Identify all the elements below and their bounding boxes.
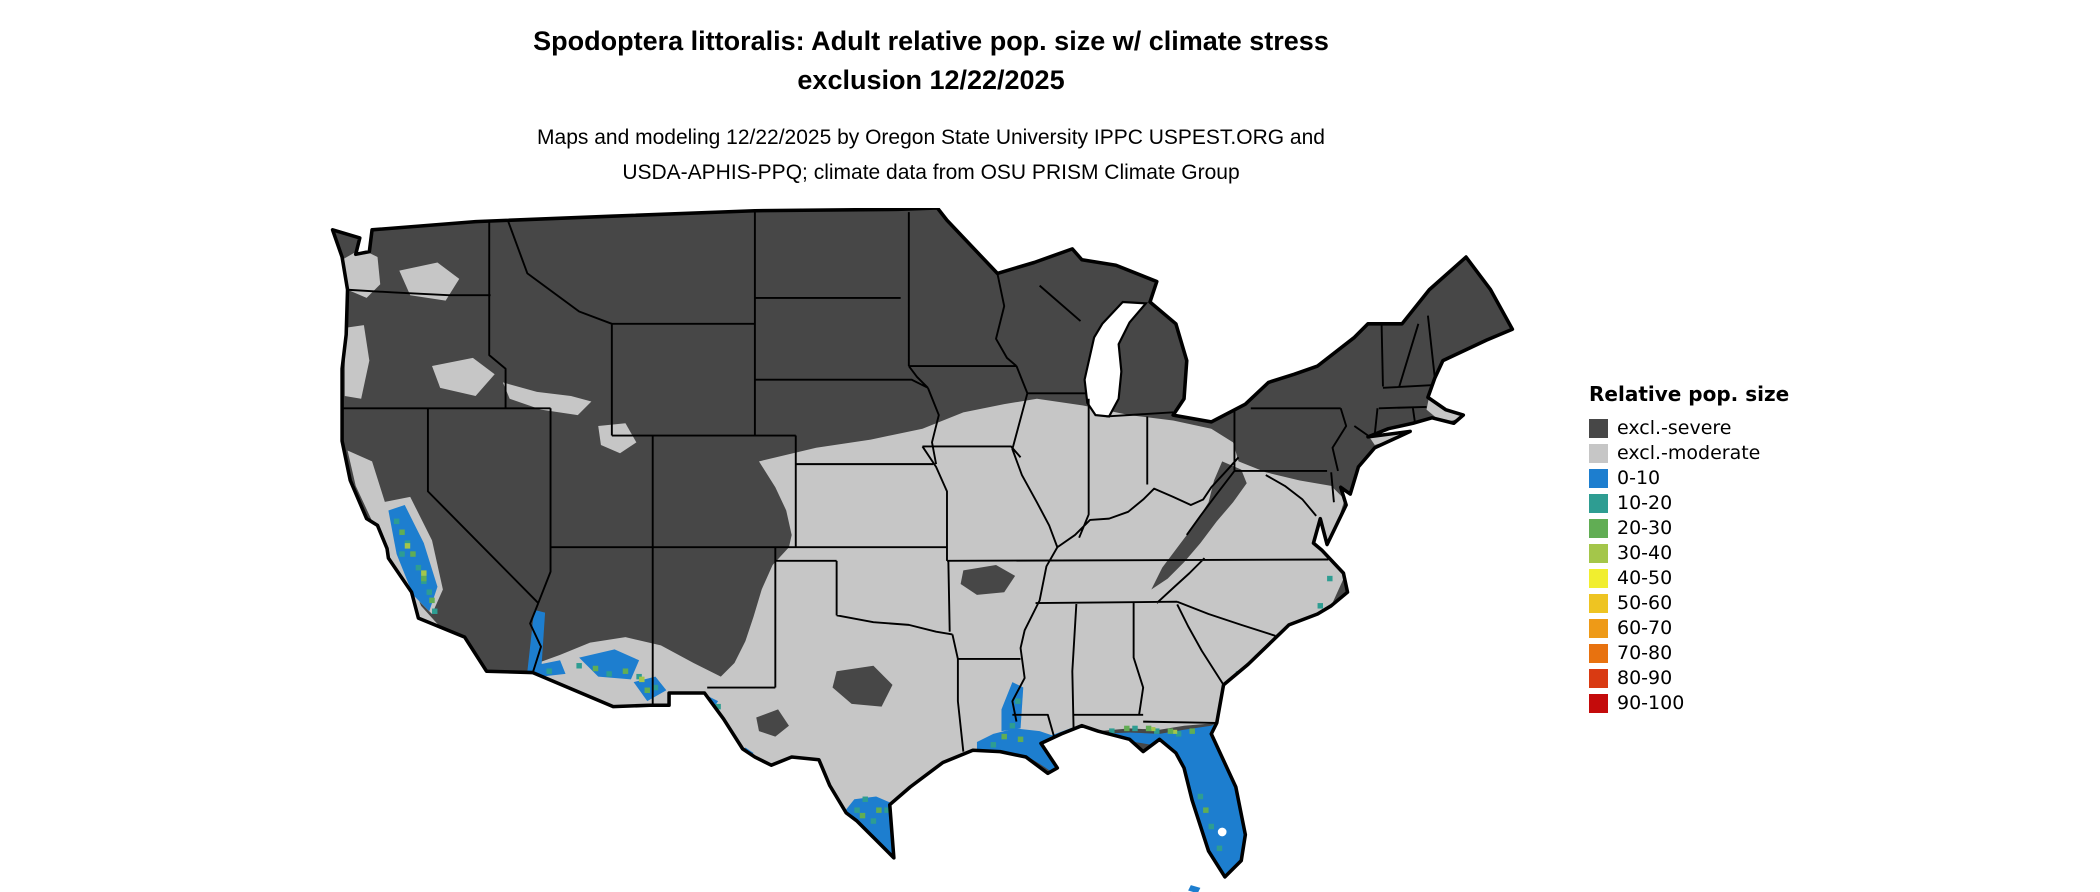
legend-swatch [1589,619,1608,638]
legend-item: excl.-severe [1589,419,1789,438]
page-title-line2: exclusion 12/22/2025 [797,65,1065,95]
legend-item-label: 50-60 [1617,592,1673,614]
legend-item: 10-20 [1589,494,1789,513]
legend-item-label: 30-40 [1617,542,1673,564]
legend-item-label: 90-100 [1617,692,1685,714]
legend-item: 20-30 [1589,519,1789,538]
legend-swatch [1589,594,1608,613]
legend-item-label: 0-10 [1617,467,1661,489]
legend-swatch [1589,544,1608,563]
legend-swatch [1589,419,1608,438]
us-map-container [312,206,1552,892]
legend-swatch [1589,644,1608,663]
legend-item: 0-10 [1589,469,1789,488]
us-map [330,206,1515,892]
region-excl-severe-patches [756,461,1247,737]
us-outline [330,206,1515,879]
subtitle-line1: Maps and modeling 12/22/2025 by Oregon S… [537,126,1325,149]
legend-swatch [1589,519,1608,538]
legend-item: 70-80 [1589,644,1789,663]
state-borders [342,210,1436,752]
legend-item: 60-70 [1589,619,1789,638]
legend: Relative pop. size excl.-severe excl.-mod… [1589,382,1789,719]
legend-item: 30-40 [1589,544,1789,563]
legend-item: 40-50 [1589,569,1789,588]
legend-swatch [1589,669,1608,688]
legend-title: Relative pop. size [1589,382,1790,406]
region-pop-30-40 [404,543,1178,734]
legend-items: excl.-severe excl.-moderate 0-10 10-20 20-30… [1589,419,1789,713]
legend-swatch [1589,494,1608,513]
legend-swatch [1589,469,1608,488]
legend-item-label: 70-80 [1617,642,1673,664]
legend-item: 80-90 [1589,669,1789,688]
subtitle-line2: USDA-APHIS-PPQ; climate data from OSU PR… [622,161,1240,184]
page-title-line1: Spodoptera littoralis: Adult relative po… [533,26,1329,56]
legend-swatch [1589,444,1608,463]
legend-item-label: 10-20 [1617,492,1673,514]
legend-item-label: 60-70 [1617,617,1673,639]
map-header: Spodoptera littoralis: Adult relative po… [0,22,1862,190]
lake-okeechobee [1217,827,1227,837]
florida-keys [1170,885,1201,892]
legend-item-label: 40-50 [1617,567,1673,589]
legend-swatch [1589,694,1608,713]
legend-swatch [1589,569,1608,588]
map-subtitle: Maps and modeling 12/22/2025 by Oregon S… [0,120,1862,190]
legend-item: 90-100 [1589,694,1789,713]
legend-item: excl.-moderate [1589,444,1789,463]
legend-item-label: 20-30 [1617,517,1673,539]
legend-item-label: 80-90 [1617,667,1673,689]
legend-item-label: excl.-moderate [1617,442,1761,464]
legend-item: 50-60 [1589,594,1789,613]
legend-item-label: excl.-severe [1617,417,1732,439]
